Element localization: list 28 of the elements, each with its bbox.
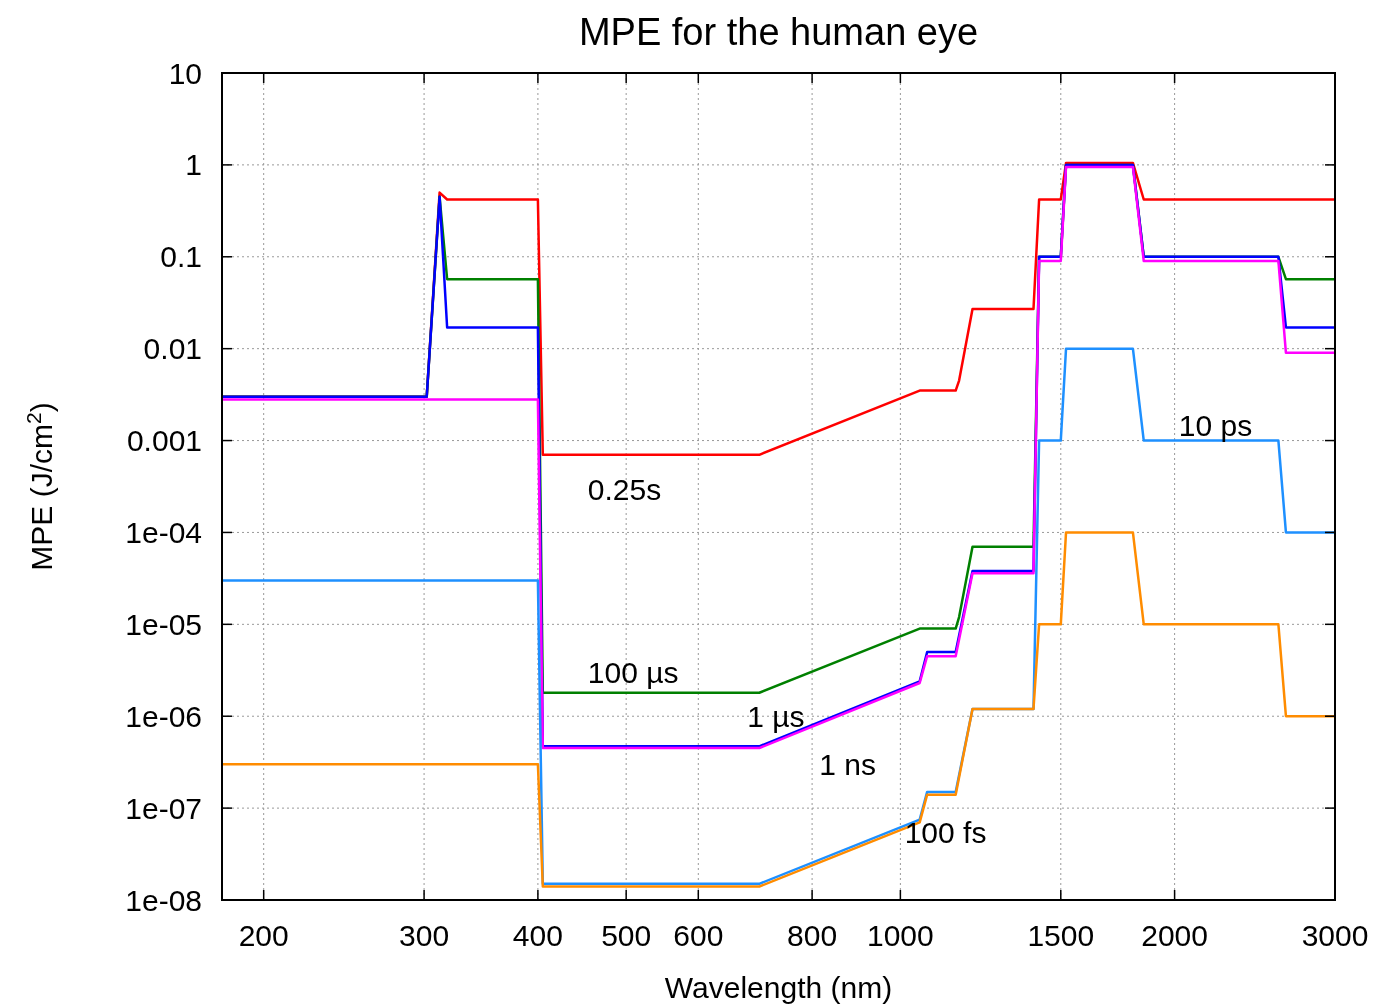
series-label: 0.25s [587,473,662,507]
x-tick-label: 800 [787,919,838,952]
y-tick-label: 1e-07 [125,791,202,825]
y-tick-label: 0.01 [143,332,202,366]
x-tick-label: 300 [399,919,450,952]
series-label: 1 µs [747,699,805,733]
y-tick-label: 1e-04 [125,515,202,549]
chart-title: MPE for the human eye [578,11,979,53]
x-tick-label: 1500 [1027,919,1095,952]
x-tick-label: 200 [238,919,289,952]
series-label: 100 fs [904,815,987,849]
y-tick-label: 10 [168,56,202,90]
x-tick-label: 500 [601,919,652,952]
y-tick-label: 0.1 [160,240,202,274]
y-tick-label: 1e-08 [125,883,202,917]
y-tick-label: 1e-05 [125,607,202,641]
x-tick-label: 600 [673,919,724,952]
x-tick-label: 3000 [1301,919,1369,952]
x-tick-label: 2000 [1141,919,1208,952]
series-label: 100 µs [587,656,679,690]
y-tick-label: 1 [185,148,202,182]
x-axis-title: Wavelength (nm) [664,971,893,1004]
series-label: 10 ps [1178,409,1253,443]
y-tick-label: 1e-06 [125,699,202,733]
x-tick-label: 400 [512,919,563,952]
x-tick-label: 1000 [867,919,934,952]
y-tick-label: 0.001 [126,424,202,458]
series-label: 1 ns [819,747,876,781]
